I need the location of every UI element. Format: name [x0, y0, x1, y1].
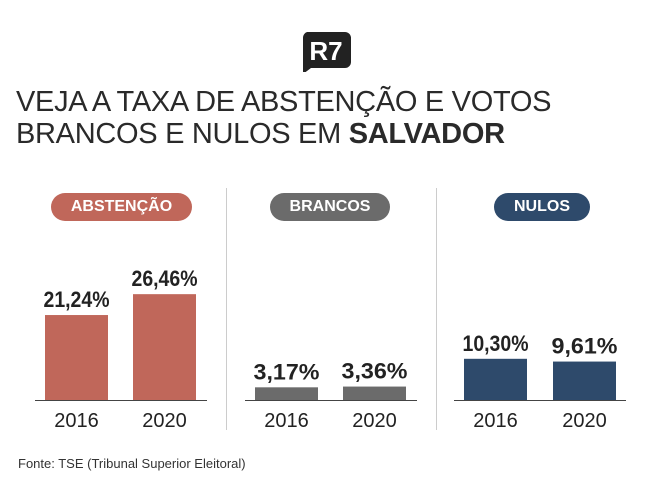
- divider: [226, 188, 227, 430]
- page-title: VEJA A TAXA DE ABSTENÇÃO E VOTOS BRANCOS…: [16, 86, 551, 150]
- divider: [436, 188, 437, 430]
- x-tick-label: 2020: [142, 410, 187, 432]
- bar: [464, 358, 527, 400]
- bar: [343, 386, 406, 400]
- title-line-2: BRANCOS E NULOS EM SALVADOR: [16, 118, 551, 150]
- svg-text:R7: R7: [309, 36, 342, 66]
- data-label: 3,36%: [342, 359, 408, 384]
- title-line-2-regular: BRANCOS E NULOS EM: [16, 118, 349, 150]
- pill-abstencao: ABSTENÇÃO: [51, 193, 192, 221]
- title-city: SALVADOR: [348, 118, 505, 150]
- bar: [133, 294, 196, 400]
- x-tick-label: 2016: [473, 410, 518, 432]
- x-tick-label: 2016: [54, 410, 99, 432]
- pill-brancos: BRANCOS: [270, 193, 390, 221]
- source-note: Fonte: TSE (Tribunal Superior Eleitoral): [18, 456, 246, 471]
- data-label: 26,46%: [132, 266, 198, 291]
- data-label: 21,24%: [44, 287, 110, 312]
- bar: [255, 387, 318, 400]
- r7-logo: R7: [302, 32, 351, 72]
- x-tick-label: 2020: [352, 410, 397, 432]
- title-line-1: VEJA A TAXA DE ABSTENÇÃO E VOTOS: [16, 86, 552, 118]
- bar: [45, 315, 108, 400]
- pill-nulos: NULOS: [494, 193, 590, 221]
- x-tick-label: 2016: [264, 410, 309, 432]
- bar: [553, 361, 616, 400]
- data-label: 10,30%: [463, 331, 529, 356]
- data-label: 3,17%: [254, 359, 320, 384]
- data-label: 9,61%: [552, 334, 618, 359]
- x-tick-label: 2020: [562, 410, 607, 432]
